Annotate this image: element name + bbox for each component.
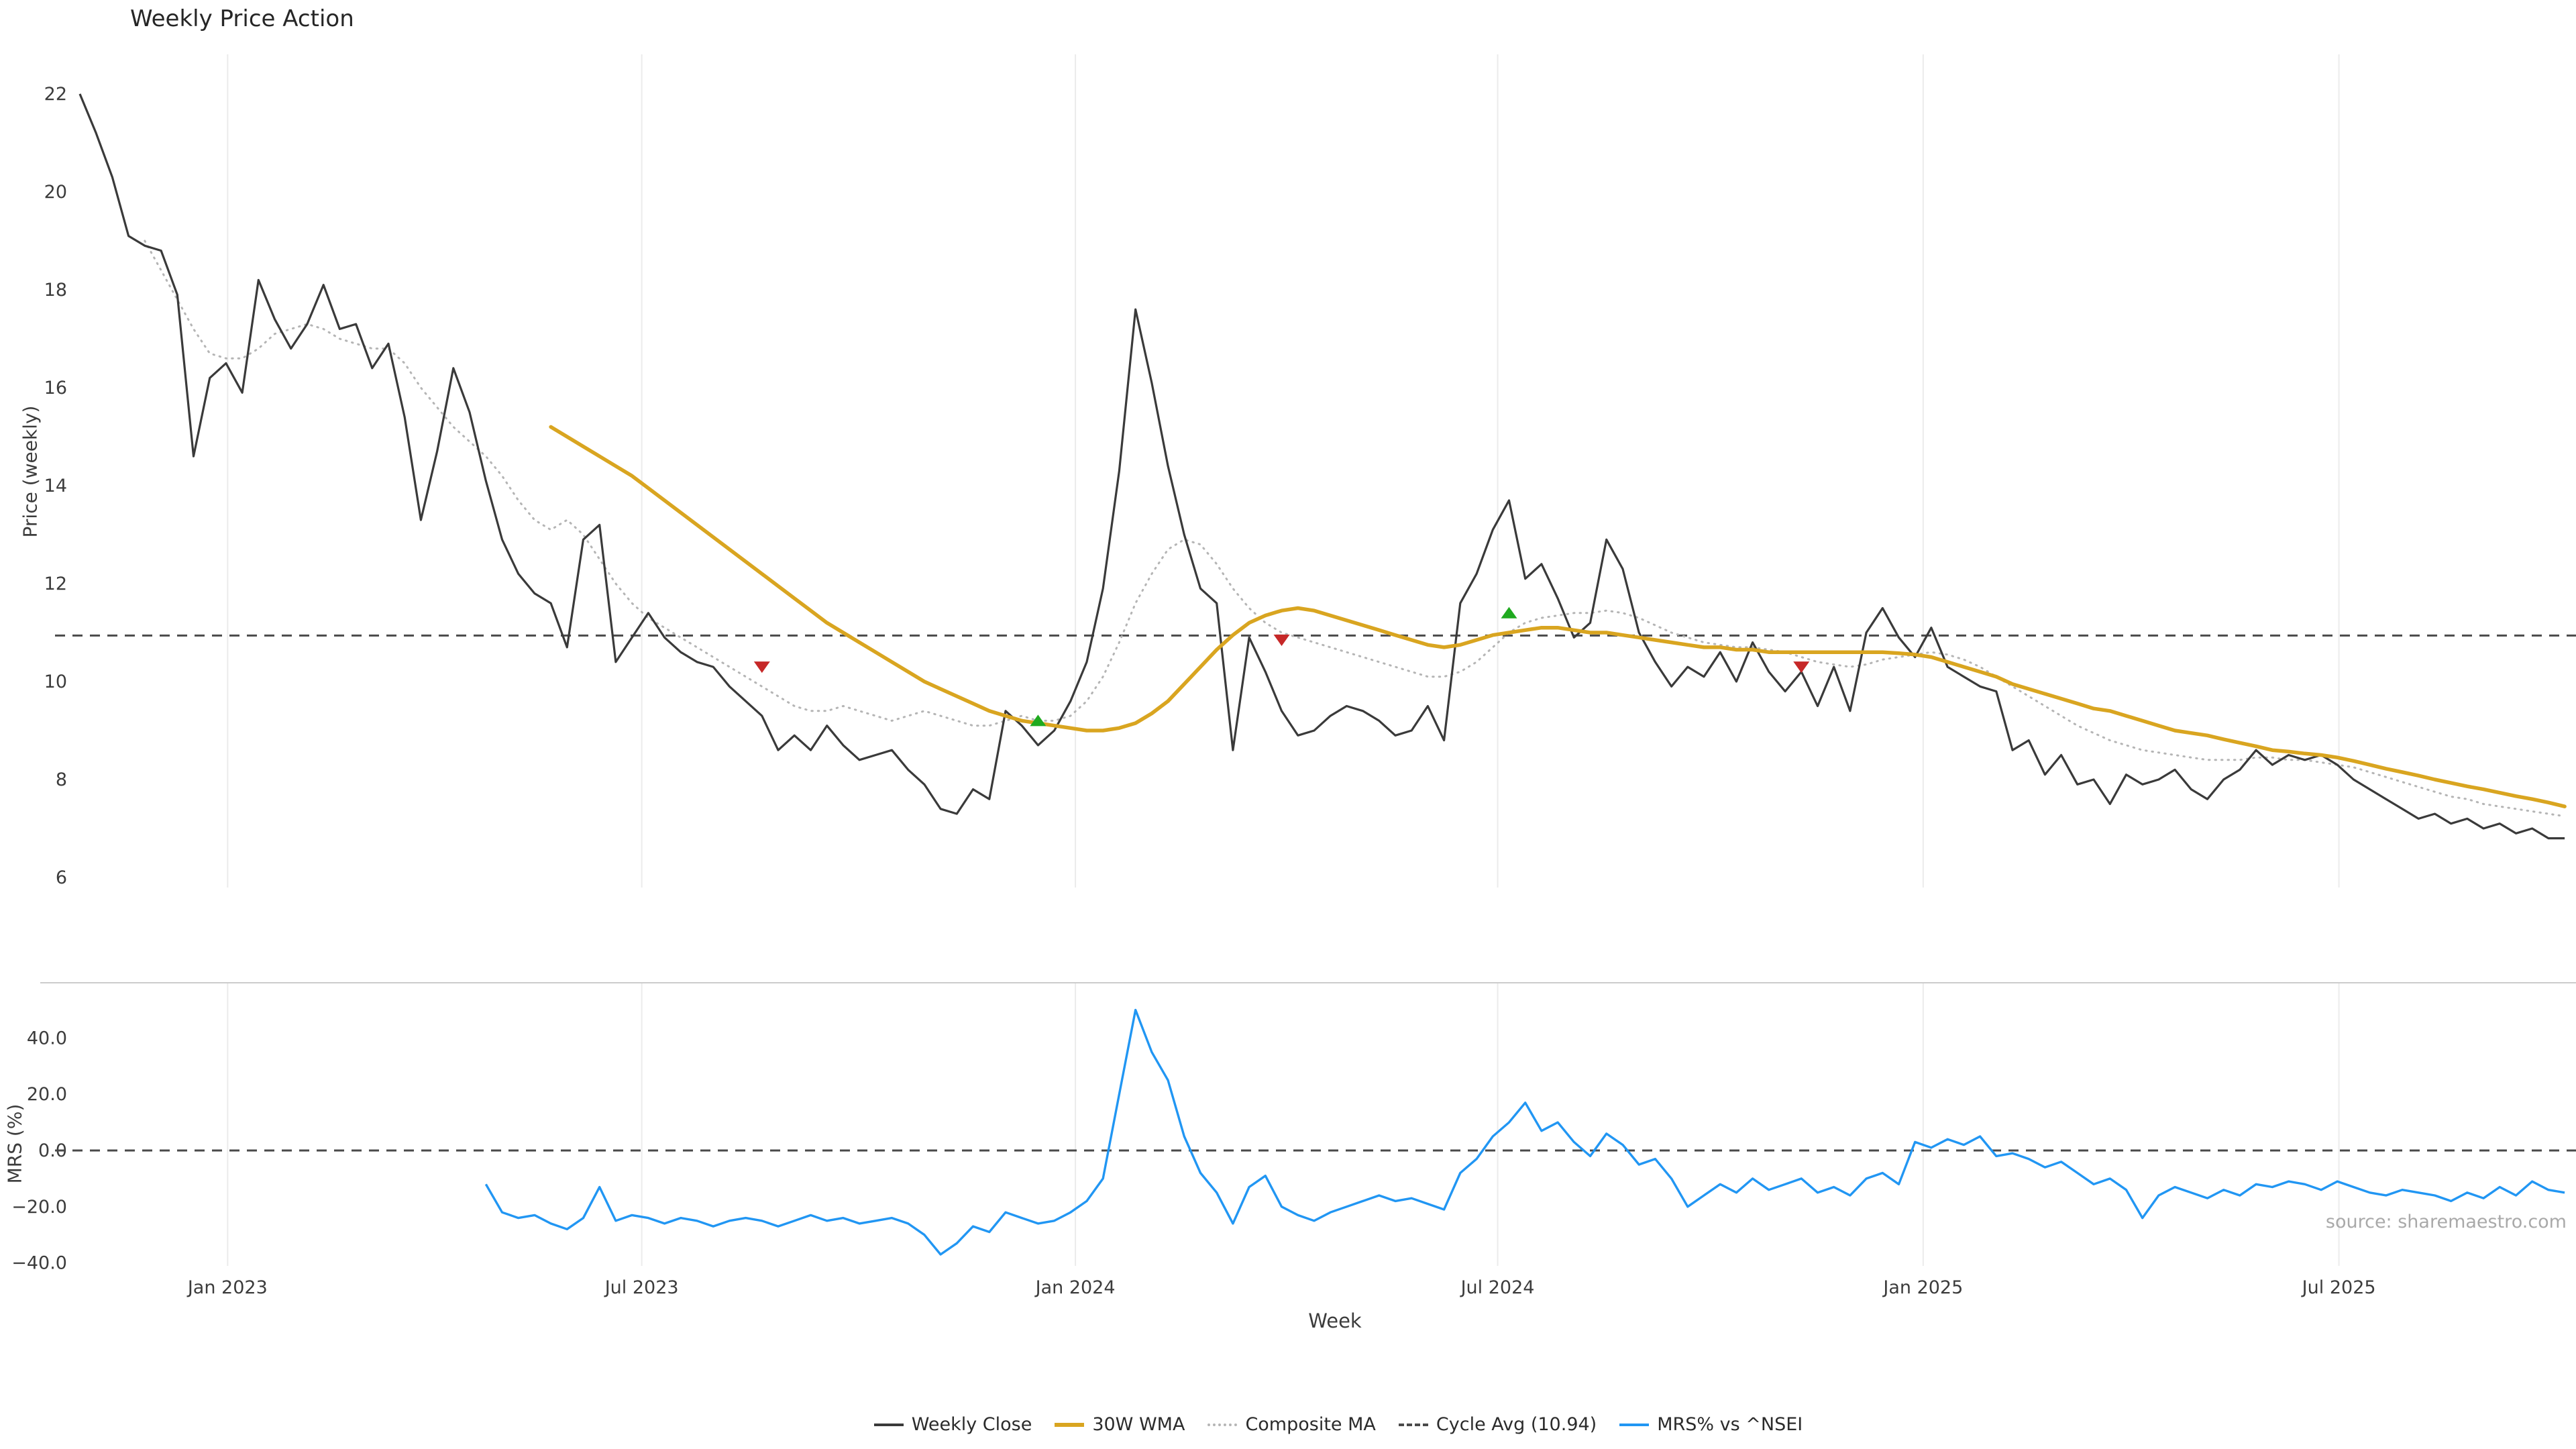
svg-text:Jan 2025: Jan 2025 <box>1882 1277 1963 1298</box>
weekly-close-line-swatch <box>873 1423 904 1426</box>
svg-text:12: 12 <box>44 574 67 594</box>
x-axis-label: Week <box>1308 1309 1362 1332</box>
svg-text:20: 20 <box>44 182 67 203</box>
svg-text:16: 16 <box>44 378 67 398</box>
svg-text:22: 22 <box>44 84 67 105</box>
svg-text:Jul 2025: Jul 2025 <box>2301 1277 2376 1298</box>
legend-label: Cycle Avg (10.94) <box>1436 1414 1597 1435</box>
svg-text:−40.0: −40.0 <box>11 1253 67 1274</box>
composite-ma-line-swatch <box>1208 1423 1238 1426</box>
svg-text:8: 8 <box>56 769 67 790</box>
legend-label: 30W WMA <box>1092 1414 1185 1435</box>
svg-text:10: 10 <box>44 672 67 692</box>
svg-text:−20.0: −20.0 <box>11 1197 67 1218</box>
legend-label: MRS% vs ^NSEI <box>1657 1414 1803 1435</box>
wma-line-swatch <box>1055 1422 1085 1427</box>
legend-label: Composite MA <box>1245 1414 1376 1435</box>
legend-item-30w-wma: 30W WMA <box>1055 1414 1185 1435</box>
svg-text:Jul 2023: Jul 2023 <box>604 1277 679 1298</box>
svg-text:Jan 2024: Jan 2024 <box>1034 1277 1116 1298</box>
legend-item-composite-ma: Composite MA <box>1208 1414 1376 1435</box>
svg-text:Jul 2024: Jul 2024 <box>1460 1277 1535 1298</box>
mrs-line-swatch <box>1619 1423 1650 1426</box>
svg-text:6: 6 <box>56 867 67 888</box>
svg-text:18: 18 <box>44 280 67 301</box>
legend-item-mrs: MRS% vs ^NSEI <box>1619 1414 1803 1435</box>
legend-item-weekly-close: Weekly Close <box>873 1414 1032 1435</box>
page-title: Weekly Price Action <box>130 5 354 32</box>
svg-text:20.0: 20.0 <box>27 1084 67 1105</box>
svg-text:40.0: 40.0 <box>27 1028 67 1049</box>
chart-legend: Weekly Close 30W WMA Composite MA Cycle … <box>0 1414 2576 1435</box>
legend-item-cycle-avg: Cycle Avg (10.94) <box>1398 1414 1597 1435</box>
svg-text:14: 14 <box>44 476 67 496</box>
cycle-avg-line-swatch <box>1398 1423 1428 1426</box>
legend-label: Weekly Close <box>911 1414 1032 1435</box>
svg-text:Jan 2023: Jan 2023 <box>186 1277 268 1298</box>
source-note: source: sharemaestro.com <box>2325 1212 2567 1232</box>
